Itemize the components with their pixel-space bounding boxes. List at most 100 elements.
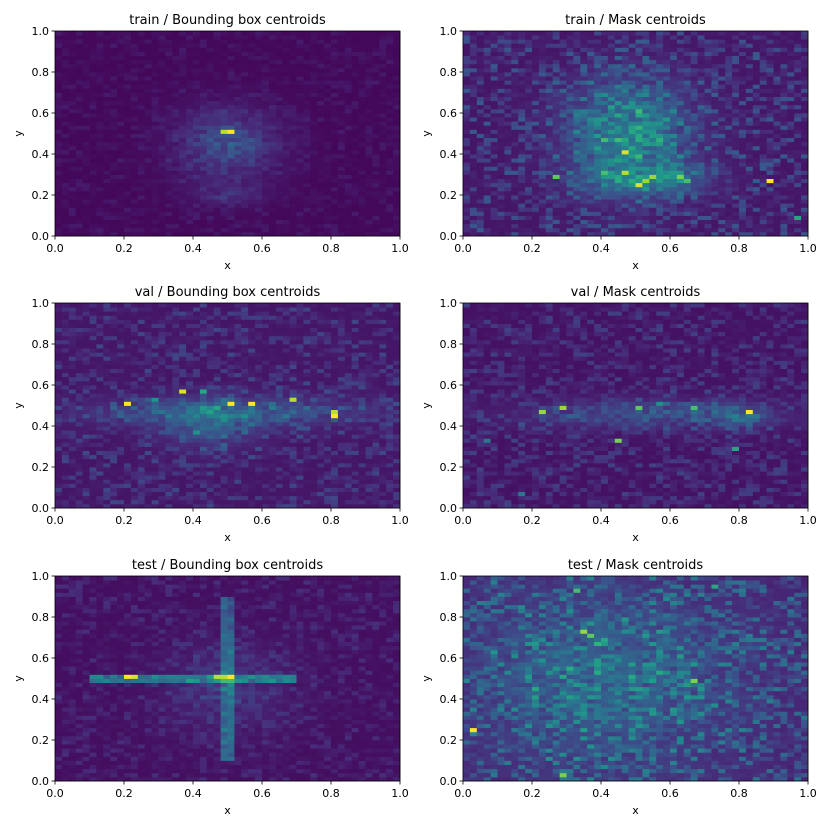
heatmap-cell <box>282 92 290 97</box>
heatmap-cell <box>331 84 339 89</box>
heatmap-cell <box>372 43 380 48</box>
heatmap-cell <box>220 145 228 151</box>
heatmap-cell <box>773 39 781 44</box>
heatmap-cell <box>601 162 609 167</box>
heatmap-cell <box>545 227 554 233</box>
heatmap-cell <box>690 227 698 233</box>
x-tick-label: 0.8 <box>322 242 340 255</box>
heatmap-cell <box>697 96 705 102</box>
heatmap-cell <box>268 100 277 106</box>
heatmap-cell <box>683 121 692 126</box>
heatmap-cell <box>289 51 297 56</box>
heatmap-cell <box>282 31 290 36</box>
heatmap-cell <box>635 63 643 69</box>
heatmap-cell <box>628 166 636 171</box>
heatmap-cell <box>683 88 692 93</box>
heatmap-cell <box>697 51 705 56</box>
heatmap-cell <box>379 108 387 114</box>
heatmap-cell <box>262 207 270 212</box>
heatmap-cell <box>393 223 401 229</box>
heatmap-cell <box>525 190 533 196</box>
heatmap-cell <box>96 43 104 48</box>
heatmap-cell <box>525 203 533 208</box>
heatmap-cell <box>234 215 242 220</box>
heatmap-cell <box>580 47 588 52</box>
heatmap-cell <box>268 104 277 110</box>
heatmap-cell <box>89 178 97 184</box>
heatmap-cell <box>656 67 664 73</box>
heatmap-cell <box>110 113 118 118</box>
heatmap-cell <box>110 186 118 192</box>
heatmap-cell <box>504 117 512 122</box>
heatmap-cell <box>732 43 740 48</box>
heatmap-cell <box>614 108 623 114</box>
heatmap-cell <box>262 59 270 65</box>
heatmap-cell <box>61 166 70 171</box>
heatmap-cell <box>193 207 201 212</box>
heatmap-cell <box>117 117 125 122</box>
heatmap-cell <box>621 88 629 93</box>
heatmap-cell <box>331 125 339 130</box>
heatmap-cell <box>206 72 215 77</box>
heatmap-cell <box>351 67 359 73</box>
heatmap-cell <box>587 43 595 48</box>
heatmap-cell <box>614 117 623 122</box>
heatmap-cell <box>745 231 754 237</box>
heatmap-cell <box>552 199 560 204</box>
heatmap-cell <box>199 100 208 106</box>
heatmap-cell <box>621 76 629 81</box>
heatmap-cell <box>518 145 526 151</box>
heatmap-cell <box>483 227 491 233</box>
heatmap-cell <box>532 129 540 134</box>
heatmap-cell <box>649 211 657 216</box>
heatmap-cell <box>690 125 698 130</box>
heatmap-cell <box>766 129 774 134</box>
heatmap-cell <box>628 227 636 233</box>
heatmap-cell <box>780 113 788 118</box>
heatmap-cell <box>55 227 63 233</box>
heatmap-cell <box>158 154 166 159</box>
heatmap-cell <box>649 76 657 81</box>
heatmap-cell <box>587 227 595 233</box>
heatmap-cell <box>670 39 678 44</box>
heatmap-cell <box>739 84 747 89</box>
heatmap-cell <box>670 72 678 77</box>
heatmap-cell <box>130 67 139 73</box>
heatmap-cell <box>282 186 290 192</box>
heatmap-cell <box>75 67 83 73</box>
heatmap-cell <box>483 154 491 159</box>
heatmap-cell <box>628 39 636 44</box>
heatmap-cell <box>358 67 366 73</box>
heatmap-cell <box>766 35 774 40</box>
heatmap-cell <box>110 137 118 143</box>
heatmap-cell <box>511 207 519 212</box>
heatmap-cell <box>725 84 733 89</box>
heatmap-cell <box>525 174 533 179</box>
heatmap-cell <box>213 59 221 65</box>
heatmap-cell <box>337 43 346 48</box>
heatmap-cell <box>372 154 380 159</box>
heatmap-cell <box>317 133 325 138</box>
heatmap-cell <box>683 117 692 122</box>
heatmap-cell <box>275 113 284 118</box>
heatmap-cell <box>220 178 228 184</box>
heatmap-cell <box>538 170 547 175</box>
heatmap-cell <box>752 186 761 192</box>
heatmap-cell <box>739 166 747 171</box>
heatmap-cell <box>780 129 788 134</box>
heatmap-cell <box>144 125 152 130</box>
heatmap-cell <box>794 84 802 89</box>
heatmap-cell <box>193 121 201 126</box>
heatmap-cell <box>683 174 692 179</box>
heatmap-cell <box>725 207 733 212</box>
heatmap-cell <box>552 166 560 171</box>
heatmap-cell <box>635 100 643 106</box>
heatmap-cell <box>206 199 215 204</box>
heatmap-cell <box>801 84 809 89</box>
heatmap-cell <box>220 219 228 225</box>
heatmap-cell <box>711 154 719 159</box>
heatmap-cell <box>303 31 311 36</box>
heatmap-cell <box>683 67 692 73</box>
heatmap-cell <box>103 43 111 48</box>
heatmap-cell <box>151 149 159 155</box>
